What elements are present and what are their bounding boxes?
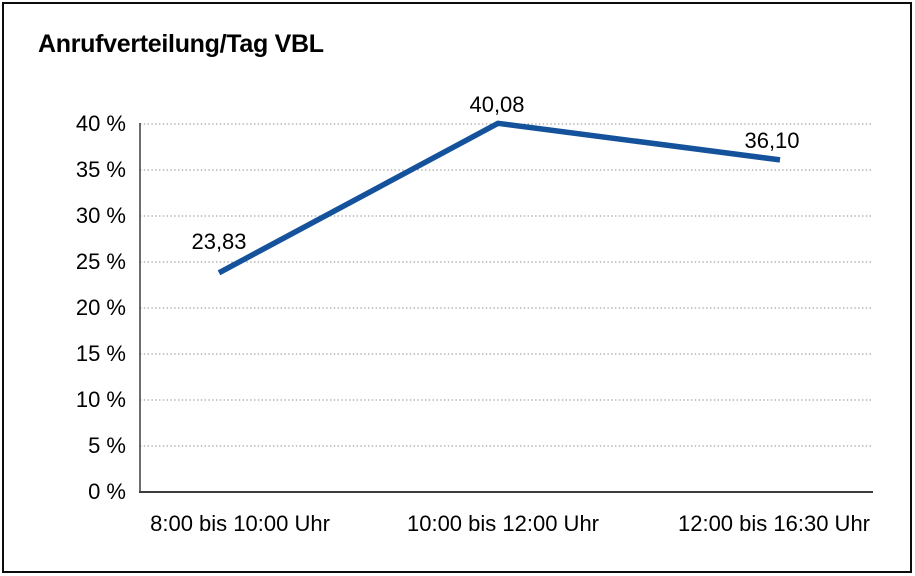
y-axis-tick-label: 0 %: [88, 479, 126, 504]
y-axis-tick-label: 25 %: [76, 249, 126, 274]
data-series-line: [217, 120, 781, 276]
y-axis-tick-label: 15 %: [76, 341, 126, 366]
y-axis-tick-label: 30 %: [76, 203, 126, 228]
x-axis-label: 12:00 bis 16:30 Uhr: [678, 511, 870, 536]
y-axis-tick-label: 40 %: [76, 111, 126, 136]
x-axis-label: 10:00 bis 12:00 Uhr: [407, 511, 599, 536]
y-axis-tick-label: 10 %: [76, 387, 126, 412]
chart-title: Anrufverteilung/Tag VBL: [38, 30, 324, 58]
y-axis-tick-label: 35 %: [76, 157, 126, 182]
y-axis-tick-label: 5 %: [88, 433, 126, 458]
x-axis-label: 8:00 bis 10:00 Uhr: [150, 511, 330, 536]
data-labels: 23,83 40,08 36,10: [191, 92, 799, 254]
data-label: 36,10: [744, 128, 799, 153]
data-label: 23,83: [191, 229, 246, 254]
gridlines: [140, 123, 873, 447]
y-axis-tick-labels: 0 % 5 % 10 % 15 % 20 % 25 % 30 % 35 % 40 %: [76, 111, 126, 504]
data-label: 40,08: [469, 92, 524, 117]
x-axis-labels: 8:00 bis 10:00 Uhr 10:00 bis 12:00 Uhr 12:…: [150, 511, 870, 536]
y-axis-tick-label: 20 %: [76, 295, 126, 320]
